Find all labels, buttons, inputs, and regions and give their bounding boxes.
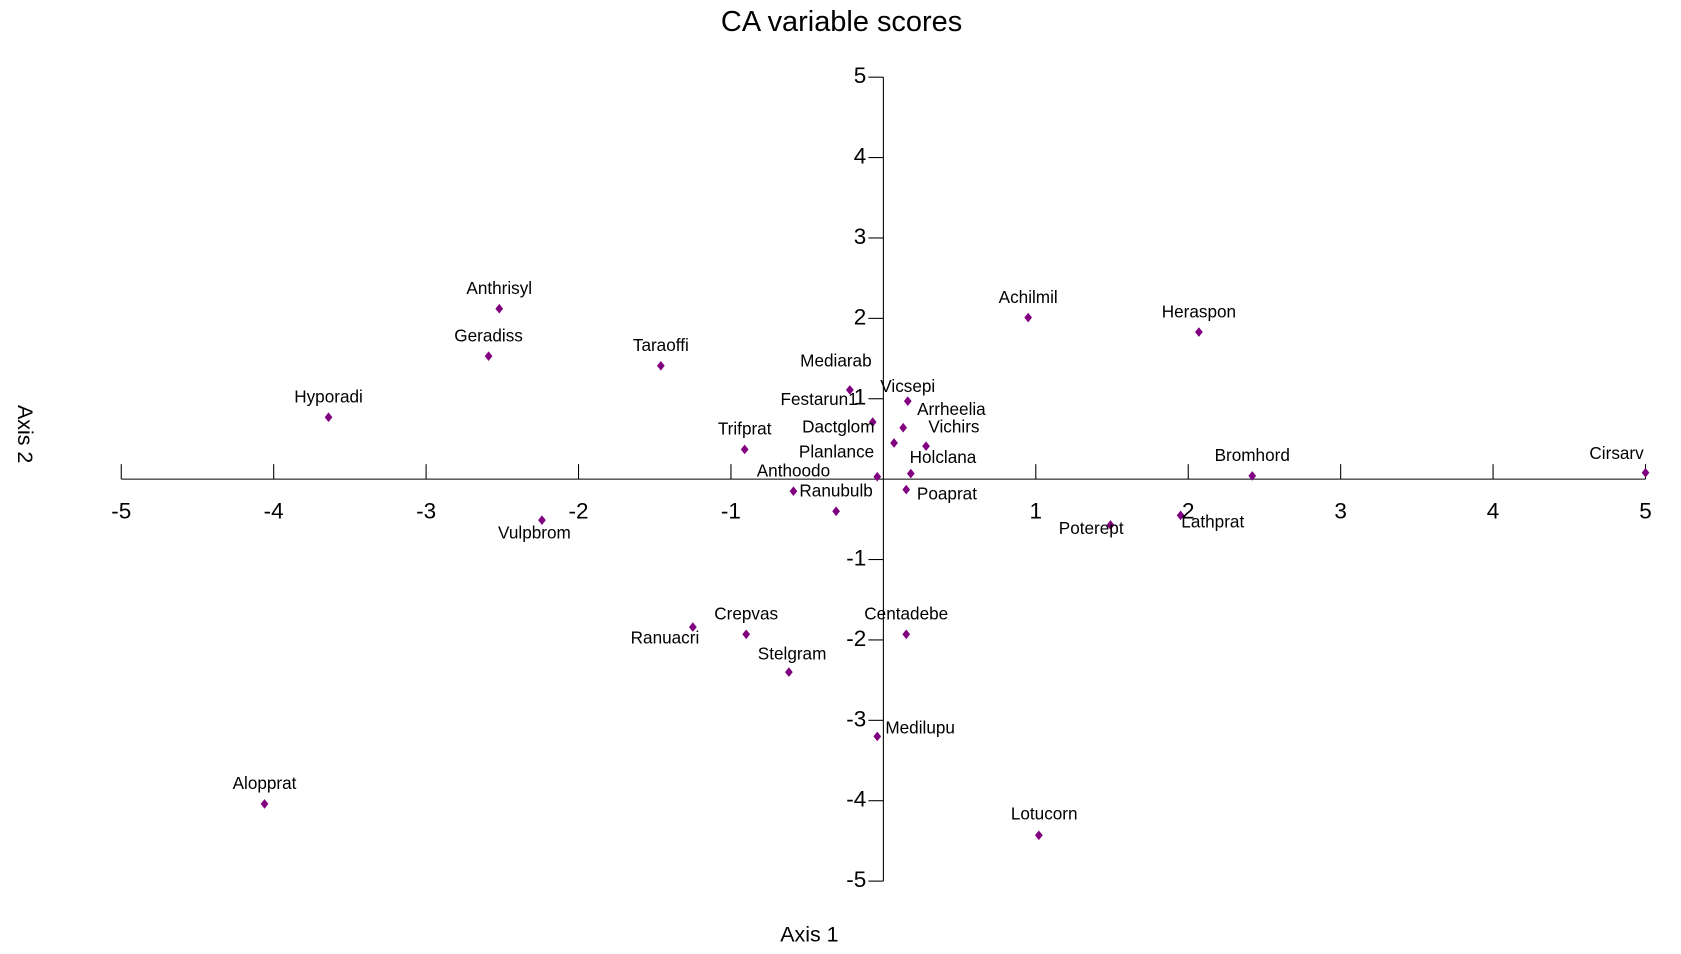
point bbox=[260, 799, 269, 809]
point bbox=[899, 422, 908, 433]
point-label: Geradiss bbox=[454, 325, 523, 345]
y-tick-label: -5 bbox=[846, 867, 866, 892]
point bbox=[903, 396, 912, 406]
point-label: Dactglom bbox=[802, 416, 874, 436]
x-tick-label: -4 bbox=[264, 498, 284, 523]
point bbox=[832, 506, 840, 517]
point bbox=[742, 629, 751, 640]
x-tick-label: -1 bbox=[721, 498, 741, 523]
point-label: Bromhord bbox=[1215, 445, 1290, 465]
x-tick-label: -5 bbox=[111, 498, 131, 523]
x-tick-label: 5 bbox=[1639, 498, 1652, 523]
point bbox=[868, 417, 877, 427]
point-label: Medilupu bbox=[885, 717, 955, 737]
point-label: Anthrisyl bbox=[466, 278, 532, 298]
point-label: Anthoodo bbox=[757, 460, 830, 480]
x-tick-label: -3 bbox=[416, 498, 436, 523]
point bbox=[789, 486, 798, 497]
point bbox=[922, 441, 930, 452]
point-label: Poterept bbox=[1059, 518, 1124, 538]
x-tick-label: 4 bbox=[1487, 498, 1500, 523]
point-label: Hyporadi bbox=[294, 386, 363, 406]
point-label: Achilmil bbox=[999, 287, 1058, 307]
point bbox=[1641, 467, 1650, 478]
y-tick-label: 1 bbox=[854, 385, 867, 410]
y-tick-label: -4 bbox=[846, 787, 866, 812]
point bbox=[902, 484, 911, 495]
point bbox=[688, 622, 697, 632]
y-tick-label: 4 bbox=[854, 144, 867, 169]
point-label: Ranubulb bbox=[799, 481, 872, 501]
point-label: Stelgram bbox=[758, 643, 827, 663]
point-label: Holclana bbox=[910, 447, 977, 467]
point bbox=[740, 444, 749, 455]
y-axis-title: Axis 2 bbox=[13, 405, 37, 463]
point-label: Planlance bbox=[799, 442, 874, 462]
point bbox=[906, 468, 915, 479]
x-tick-label: 3 bbox=[1334, 498, 1347, 523]
point bbox=[785, 667, 793, 677]
point bbox=[1195, 327, 1203, 337]
point-label: Centadebe bbox=[864, 604, 948, 624]
x-axis-title: Axis 1 bbox=[780, 922, 838, 946]
point-label: Heraspon bbox=[1162, 301, 1236, 321]
x-tick-label: -2 bbox=[569, 498, 589, 523]
point bbox=[873, 731, 882, 742]
point bbox=[845, 385, 854, 395]
y-tick-label: -1 bbox=[846, 545, 866, 570]
point-label: Lathprat bbox=[1181, 511, 1244, 531]
point-label: Festarun1 bbox=[781, 389, 858, 409]
point bbox=[890, 438, 898, 448]
point-label: Ranuacri bbox=[631, 627, 700, 647]
point bbox=[1034, 830, 1043, 841]
y-tick-label: 3 bbox=[854, 224, 867, 249]
point-label: Arrheelia bbox=[917, 399, 986, 419]
point-label: Cirsarv bbox=[1589, 443, 1644, 463]
point-label: Lotucorn bbox=[1011, 803, 1078, 823]
point bbox=[1024, 312, 1033, 323]
point bbox=[484, 351, 493, 361]
point-label: Vulpbrom bbox=[498, 523, 571, 543]
y-tick-label: 5 bbox=[854, 63, 867, 88]
point-label: Alopprat bbox=[233, 773, 297, 793]
point bbox=[1248, 471, 1257, 481]
point-label: Vicsepi bbox=[880, 376, 935, 396]
point-label: Mediarab bbox=[800, 351, 871, 371]
y-tick-label: 2 bbox=[854, 304, 867, 329]
point bbox=[324, 412, 333, 423]
x-tick-label: 1 bbox=[1030, 498, 1043, 523]
point bbox=[902, 629, 911, 640]
x-tick-label: 2 bbox=[1182, 498, 1195, 523]
point bbox=[495, 303, 504, 314]
y-tick-label: -3 bbox=[846, 706, 866, 731]
point bbox=[1106, 520, 1115, 530]
point bbox=[1176, 510, 1185, 521]
point-label: Taraoffi bbox=[633, 335, 689, 355]
point bbox=[656, 360, 665, 371]
point-label: Poaprat bbox=[917, 483, 977, 503]
y-tick-label: -2 bbox=[846, 626, 866, 651]
point-label: Trifprat bbox=[718, 419, 772, 439]
point bbox=[873, 471, 882, 482]
chart-title: CA variable scores bbox=[721, 6, 962, 38]
point-label: Crepvas bbox=[714, 604, 778, 624]
point bbox=[538, 515, 546, 525]
point-label: Vichirs bbox=[928, 416, 979, 436]
